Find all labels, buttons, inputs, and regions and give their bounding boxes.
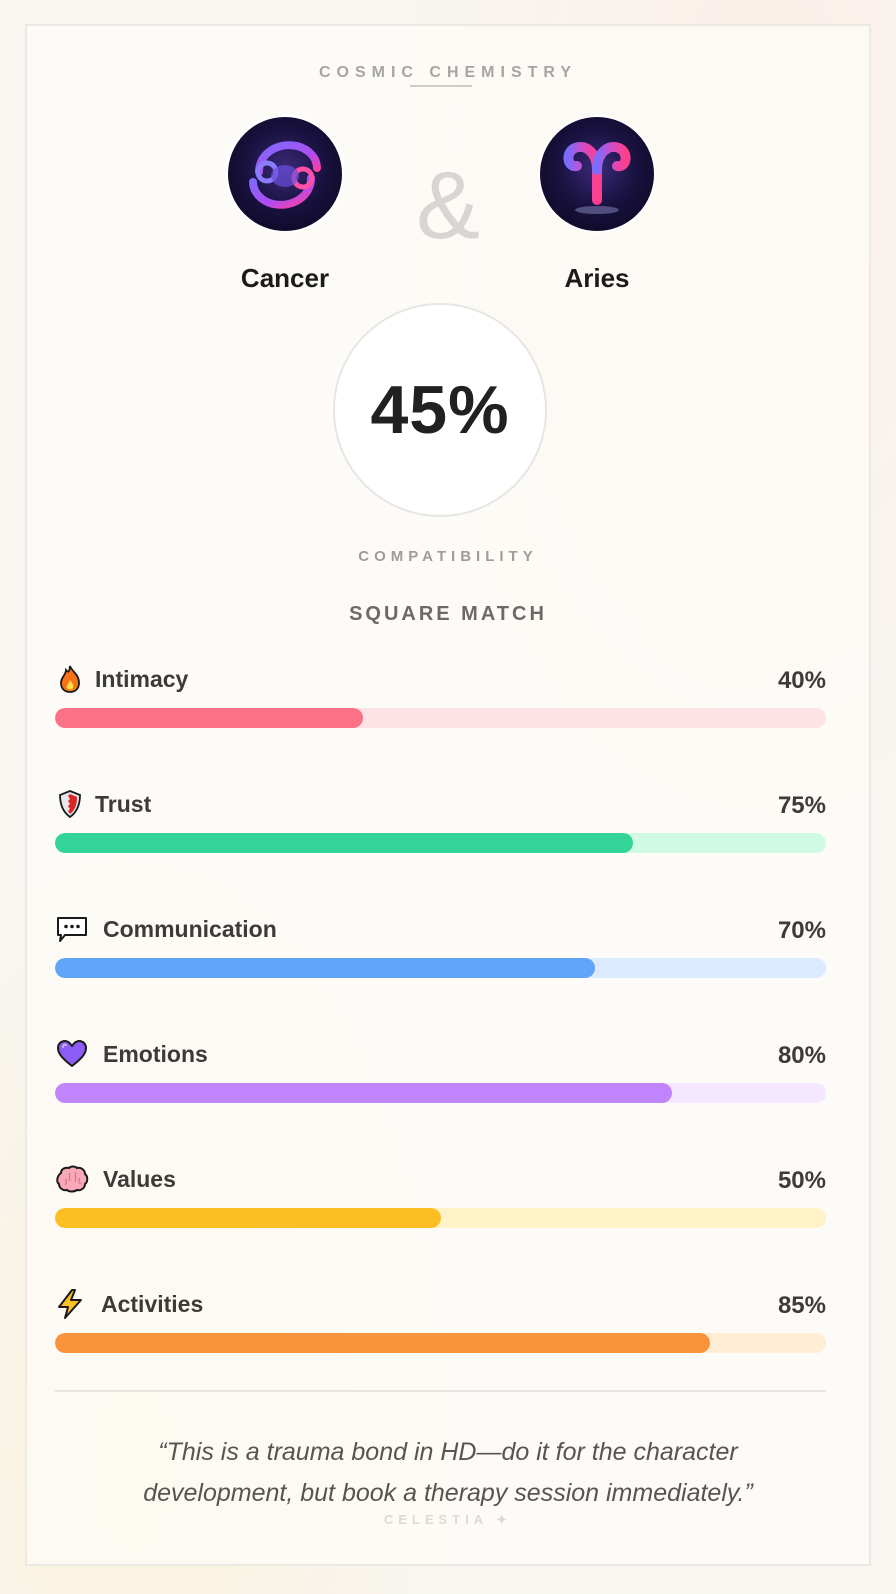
metric-values: Values 50%	[55, 1160, 826, 1230]
compatibility-score-circle: 45%	[333, 303, 547, 517]
metric-value: 85%	[777, 1292, 826, 1319]
metric-value: 80%	[777, 1042, 826, 1069]
section-divider	[55, 1390, 826, 1392]
aries-zodiac-icon	[538, 115, 656, 233]
lightning-icon	[55, 1289, 85, 1319]
metric-intimacy: Intimacy 40%	[55, 660, 826, 730]
brand-watermark: CELESTIA ✦	[383, 1512, 513, 1527]
compatibility-card	[25, 24, 871, 1566]
brain-icon	[55, 1164, 89, 1194]
compatibility-label: COMPATIBILITY	[358, 548, 538, 565]
ampersand-separator: &	[415, 152, 481, 259]
shield-icon	[55, 789, 85, 819]
metric-value: 50%	[777, 1167, 826, 1194]
metric-activities: Activities 85%	[55, 1285, 826, 1355]
fire-icon	[55, 664, 85, 694]
metric-label: Trust	[95, 791, 152, 817]
metric-value: 75%	[777, 792, 826, 819]
progress-fill	[55, 1083, 672, 1103]
speech-bubble-icon	[55, 914, 89, 944]
progress-fill	[55, 1208, 441, 1228]
progress-track	[55, 1083, 826, 1103]
metric-trust: Trust 75%	[55, 785, 826, 855]
progress-fill	[55, 1333, 711, 1353]
progress-track	[55, 958, 826, 978]
eyebrow-underline	[410, 85, 472, 87]
eyebrow-title: COSMIC CHEMISTRY	[318, 64, 578, 81]
compatibility-quote: “This is a trauma bond in HD—do it for t…	[143, 1438, 753, 1507]
compatibility-score: 45%	[370, 372, 510, 448]
metric-label: Intimacy	[95, 666, 189, 692]
progress-track	[55, 708, 826, 728]
progress-fill	[55, 958, 595, 978]
metric-label: Activities	[101, 1291, 204, 1317]
progress-track	[55, 833, 826, 853]
metric-label: Communication	[103, 916, 277, 942]
progress-track	[55, 1333, 826, 1353]
sign-name: Aries	[564, 263, 630, 293]
progress-fill	[55, 833, 634, 853]
progress-fill	[55, 708, 364, 728]
heart-icon	[55, 1039, 89, 1069]
cancer-zodiac-icon	[226, 115, 344, 233]
sign-aries: Aries	[537, 115, 657, 294]
metric-value: 40%	[777, 667, 826, 694]
metric-label: Emotions	[103, 1041, 208, 1067]
metric-communication: Communication 70%	[55, 910, 826, 980]
sign-name: Cancer	[240, 263, 330, 293]
progress-track	[55, 1208, 826, 1228]
metric-label: Values	[103, 1166, 176, 1192]
metric-value: 70%	[777, 917, 826, 944]
metric-emotions: Emotions 80%	[55, 1035, 826, 1105]
sign-cancer: Cancer	[225, 115, 345, 294]
match-type: SQUARE MATCH	[349, 603, 547, 625]
